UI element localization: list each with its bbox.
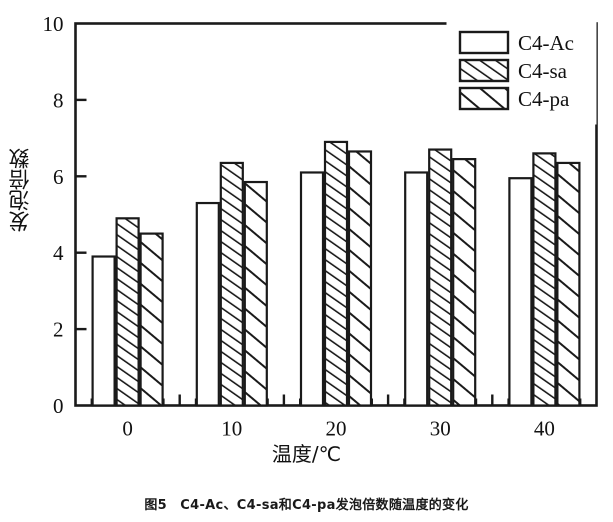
bar — [532, 152, 557, 407]
legend-swatch — [458, 30, 510, 55]
bar — [404, 171, 429, 407]
bar — [508, 177, 533, 407]
bar-series-group — [91, 140, 581, 407]
legend-swatch — [458, 86, 510, 111]
x-tick-label: 40 — [534, 417, 555, 441]
bar — [195, 201, 220, 407]
y-tick-label: 4 — [53, 241, 64, 265]
bar — [428, 148, 453, 407]
legend-label: C4-pa — [518, 87, 570, 111]
bar — [299, 171, 325, 407]
bar — [347, 150, 373, 407]
bar — [452, 158, 477, 407]
bar — [556, 161, 581, 407]
x-tick-label: 30 — [430, 417, 451, 441]
bar — [243, 180, 268, 407]
bar — [91, 255, 116, 407]
bar — [323, 140, 349, 407]
y-tick-label: 0 — [53, 394, 64, 418]
y-tick-label: 8 — [53, 88, 64, 112]
y-tick-label: 2 — [53, 318, 64, 342]
y-tick-label: 10 — [43, 12, 64, 36]
chart-legend: C4-Ac C4-sa C4-pa — [446, 21, 597, 125]
legend-swatch — [458, 58, 510, 83]
x-axis-title: 温度/℃ — [271, 442, 342, 466]
x-tick-label: 20 — [326, 417, 347, 441]
figure-caption: 图5 C4-Ac、C4-sa和C4-pa发泡倍数随温度的变化 — [144, 498, 469, 513]
bar — [139, 232, 164, 407]
bar-chart: 0 2 4 6 8 10 0 10 20 30 40 C4-Ac C4-sa C4-pa — [43, 12, 598, 441]
y-axis-ticks: 0 2 4 6 8 10 — [43, 12, 87, 418]
bar — [219, 161, 244, 407]
y-axis-title: 发泡倍数 — [8, 148, 32, 232]
legend-label: C4-Ac — [518, 31, 574, 55]
x-tick-label: 0 — [122, 417, 133, 441]
x-axis-ticks: 0 10 20 30 40 — [90, 394, 582, 441]
y-tick-label: 6 — [53, 165, 64, 189]
x-tick-label: 10 — [221, 417, 242, 441]
bar — [115, 217, 140, 407]
figure-container: 0 2 4 6 8 10 0 10 20 30 40 C4-Ac C4-sa C4-pa 发泡倍数 温… — [8, 12, 598, 466]
legend-label: C4-sa — [518, 59, 568, 83]
